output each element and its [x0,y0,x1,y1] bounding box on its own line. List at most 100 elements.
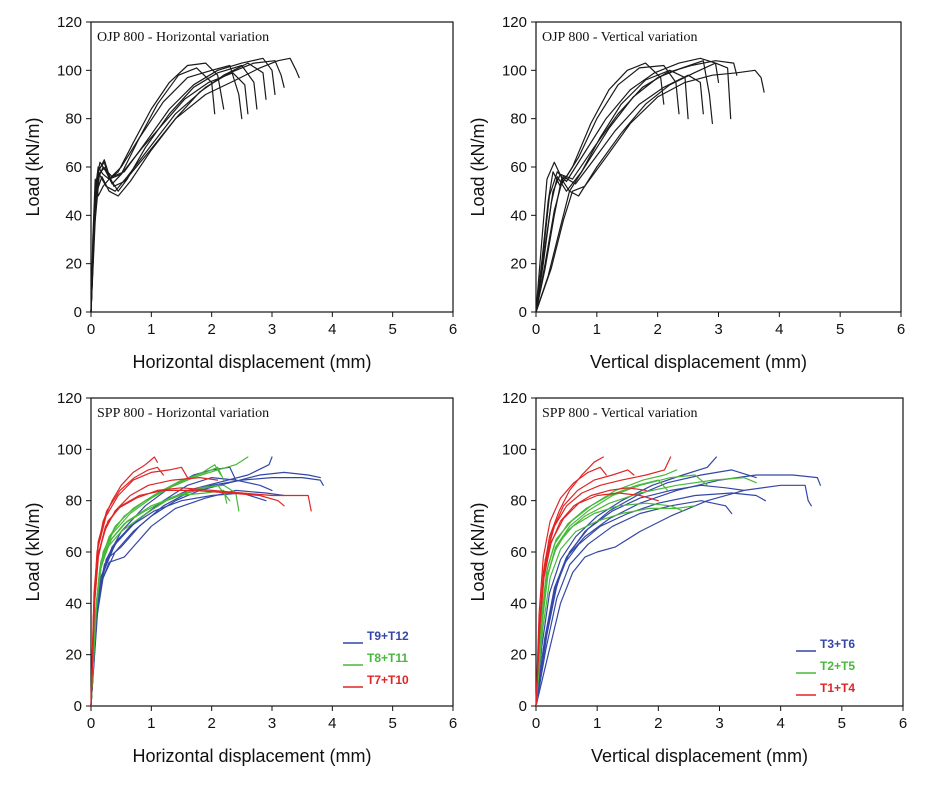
x-axis-label: Vertical displacement (mm) [590,352,807,372]
series-line-11 [90,464,222,707]
x-axis-label: Horizontal displacement (mm) [132,352,371,372]
x-tick-label: 5 [838,715,846,732]
series-line-5 [90,57,276,313]
x-tick-label: 4 [775,321,783,338]
series-line-7 [535,69,765,313]
y-tick-label: 20 [510,256,527,273]
x-tick-label: 0 [87,715,95,732]
x-tick-label: 6 [449,715,457,732]
y-tick-label: 0 [519,698,527,715]
series-line-3 [535,60,713,313]
y-tick-label: 0 [519,304,527,321]
series-line-8 [90,484,240,707]
legend-label: T3+T6 [820,637,855,651]
y-tick-label: 0 [74,698,82,715]
series-line-3 [535,484,745,707]
series-line-1 [90,67,216,313]
x-tick-label: 6 [897,321,905,338]
y-tick-label: 40 [65,595,82,612]
y-tick-label: 20 [65,647,82,664]
y-tick-label: 80 [510,493,527,510]
series-line-6 [535,500,733,707]
series-line-15 [90,477,219,707]
x-axis-label: Horizontal displacement (mm) [132,746,371,766]
x-tick-label: 0 [532,715,540,732]
legend-label: T2+T5 [820,659,855,673]
y-tick-label: 20 [65,256,82,273]
legend: T3+T6 T2+T5 T1+T4 [796,637,855,696]
x-tick-label: 3 [715,715,723,732]
y-tick-label: 60 [510,544,527,561]
x-tick-label: 1 [593,715,601,732]
x-tick-label: 2 [653,321,661,338]
x-axis-label: Vertical displacement (mm) [591,746,808,766]
series-line-4 [90,477,273,707]
y-tick-label: 40 [65,207,82,224]
series-line-0 [90,477,324,707]
panel-title: SPP 800 - Horizontal variation [97,406,269,421]
y-tick-label: 60 [65,544,82,561]
y-axis-label: Load (kN/m) [468,117,488,216]
x-tick-label: 2 [207,321,215,338]
legend-label: T9+T12 [367,629,409,643]
series-line-7 [90,57,300,313]
x-tick-label: 3 [268,715,276,732]
x-tick-label: 5 [388,715,396,732]
series-line-3 [90,64,258,313]
x-tick-label: 6 [449,321,457,338]
series-line-14 [90,466,189,707]
y-tick-label: 60 [65,159,82,176]
y-tick-label: 100 [502,62,527,79]
y-tick-label: 120 [502,14,527,31]
series-line-6 [90,60,285,313]
x-tick-label: 5 [388,321,396,338]
series-line-4 [535,57,720,313]
series-line-1 [535,474,821,707]
series-line-8 [535,74,704,313]
y-tick-label: 120 [57,14,82,31]
series-line-4 [535,456,717,707]
x-tick-label: 4 [328,321,336,338]
y-tick-label: 20 [510,647,527,664]
y-tick-label: 100 [502,441,527,458]
series-line-5 [535,469,757,707]
x-tick-label: 4 [776,715,784,732]
series-line-1 [535,64,680,313]
series-line-11 [535,505,696,707]
x-tick-label: 5 [836,321,844,338]
series-line-12 [90,489,228,707]
series-line-8 [90,72,249,313]
legend-label: T1+T4 [820,681,855,695]
plot-frame [535,21,902,313]
x-tick-label: 1 [147,715,155,732]
panel-title: OJP 800 - Horizontal variation [97,30,269,45]
x-tick-label: 3 [714,321,722,338]
x-tick-label: 0 [532,321,540,338]
y-tick-label: 100 [57,62,82,79]
x-tick-label: 4 [328,715,336,732]
series-line-6 [535,60,738,313]
series-line-0 [535,484,812,707]
plot-frame [90,21,454,313]
x-tick-label: 6 [899,715,907,732]
y-tick-label: 100 [57,441,82,458]
y-tick-label: 0 [74,304,82,321]
x-tick-label: 2 [654,715,662,732]
series-line-17 [535,492,659,707]
y-tick-label: 60 [510,159,527,176]
legend-label: T7+T10 [367,673,409,687]
series-line-5 [90,492,267,707]
series-line-2 [535,492,766,707]
y-tick-label: 80 [510,111,527,128]
y-tick-label: 120 [57,390,82,407]
y-tick-label: 120 [502,390,527,407]
panel-title: SPP 800 - Vertical variation [542,406,698,421]
series-line-1 [90,471,321,707]
series-line-5 [535,62,732,313]
series-line-18 [90,466,164,707]
